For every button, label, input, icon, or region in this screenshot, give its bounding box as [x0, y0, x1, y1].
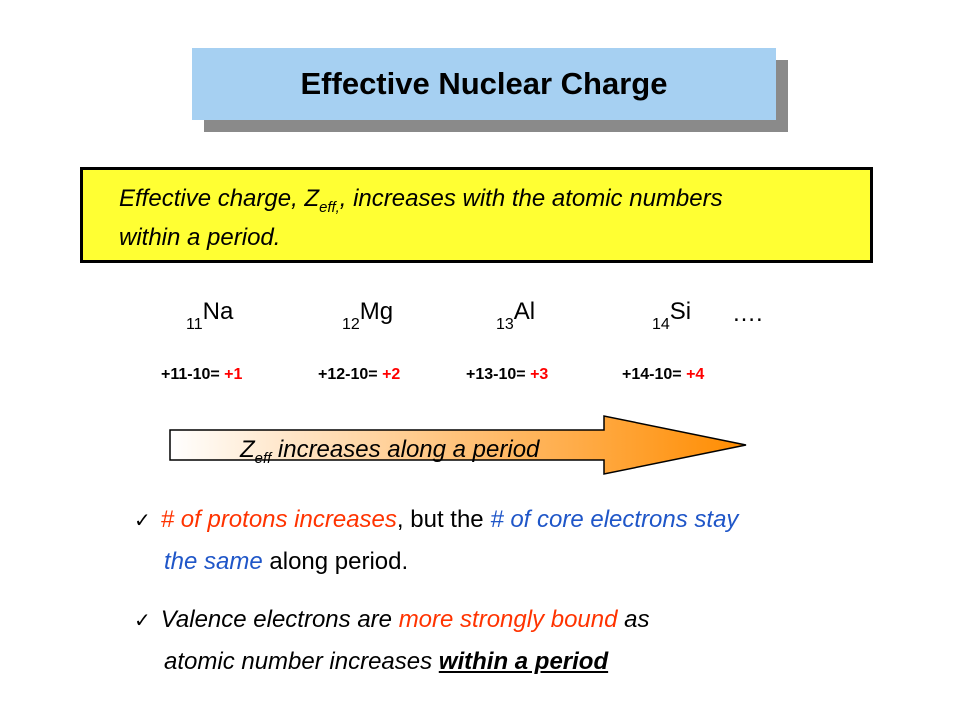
- bullet-1-line-1: ✓ # of protons increases, but the # of co…: [134, 506, 738, 534]
- ellipsis: ….: [732, 300, 763, 327]
- arrow-label: Zeff increases along a period: [240, 436, 540, 467]
- calc-expression: +14-10=: [622, 366, 687, 383]
- atomic-number: 13: [496, 316, 514, 333]
- element-symbol: Na: [202, 298, 234, 325]
- bullet-2-part-2: more strongly bound: [398, 606, 618, 633]
- calc-result: +3: [530, 366, 549, 383]
- calc-expression: +13-10=: [466, 366, 531, 383]
- element-na: 11Na: [186, 298, 234, 333]
- calc-expression: +11-10=: [161, 366, 225, 383]
- definition-suffix: , increases with the atomic numbers: [339, 185, 723, 212]
- bullet-1-part-5: along period.: [262, 548, 409, 575]
- definition-subscript: eff,: [319, 199, 340, 216]
- bullet-1-line-2: the same along period.: [164, 548, 408, 576]
- calc-al: +13-10= +3: [466, 366, 548, 384]
- definition-line-1: Effective charge, Zeff,, increases with …: [119, 185, 723, 216]
- bullet-1-part-2: , but the: [396, 506, 491, 533]
- element-si: 14Si: [652, 298, 692, 333]
- check-icon: ✓: [134, 610, 151, 632]
- element-mg: 12Mg: [342, 298, 394, 333]
- bullet-2-part-5: within a period: [438, 648, 609, 675]
- definition-prefix: Effective charge, Z: [119, 185, 320, 212]
- title-box: Effective Nuclear Charge: [192, 48, 776, 120]
- atomic-number: 14: [652, 316, 670, 333]
- definition-line-2: within a period.: [119, 224, 281, 251]
- calc-expression: +12-10=: [318, 366, 383, 383]
- calc-mg: +12-10= +2: [318, 366, 400, 384]
- check-icon: ✓: [134, 510, 151, 532]
- bullet-2-line-2: atomic number increases within a period: [164, 648, 608, 676]
- bullet-2-part-3: as: [617, 606, 650, 633]
- atomic-number: 12: [342, 316, 360, 333]
- bullet-1-part-1: # of protons increases: [160, 506, 397, 533]
- bullet-1-part-3: # of core electrons stay: [490, 506, 739, 533]
- z-symbol: Z: [240, 436, 255, 463]
- calc-si: +14-10= +4: [622, 366, 704, 384]
- bullet-2-line-1: ✓ Valence electrons are more strongly bou…: [134, 606, 650, 634]
- element-al: 13Al: [496, 298, 536, 333]
- bullet-1-part-4: the same: [164, 548, 263, 575]
- arrow-text: increases along a period: [271, 436, 540, 463]
- arrow-shape: [169, 415, 747, 475]
- calc-na: +11-10= +1: [161, 366, 242, 384]
- atomic-number: 11: [186, 316, 203, 333]
- element-symbol: Mg: [359, 298, 394, 325]
- page-title: Effective Nuclear Charge: [300, 66, 668, 101]
- bullet-2-part-4: atomic number increases: [164, 648, 439, 675]
- z-subscript: eff: [254, 451, 272, 467]
- definition-box: Effective charge, Zeff,, increases with …: [80, 167, 873, 263]
- calc-result: +2: [382, 366, 401, 383]
- calc-result: +1: [224, 366, 243, 383]
- element-symbol: Si: [669, 298, 692, 325]
- bullet-2-part-1: Valence electrons are: [160, 606, 399, 633]
- calc-result: +4: [686, 366, 705, 383]
- element-symbol: Al: [513, 298, 536, 325]
